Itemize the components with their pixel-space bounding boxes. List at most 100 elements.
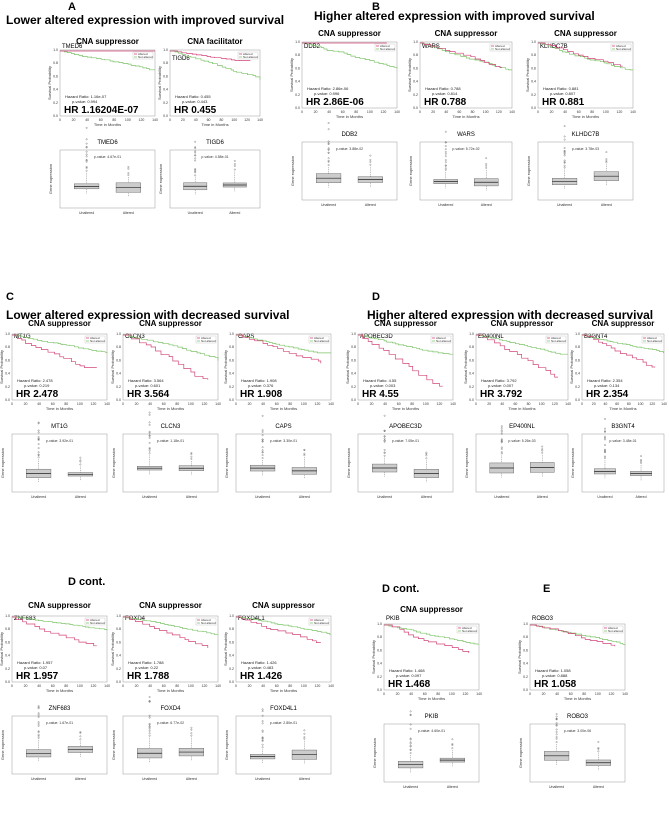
km-curve-altered <box>12 616 97 647</box>
km-hazard-ratio: Hazard Ratio: 2.478 <box>17 378 53 383</box>
box-outlier <box>79 460 82 463</box>
box-outlier <box>444 145 447 147</box>
box-outlier <box>261 736 264 739</box>
km-curve-altered <box>236 334 322 364</box>
box-outlier <box>444 167 447 170</box>
box-outlier <box>194 159 197 162</box>
km-ytick: 0.2 <box>295 93 300 97</box>
km-xtick: 140 <box>565 402 571 406</box>
km-xtick: 0 <box>537 110 539 114</box>
box-outlier <box>555 741 558 743</box>
km-ytick: 0.2 <box>523 675 528 679</box>
panel-role: CNA suppressor <box>374 319 437 328</box>
km-frame <box>537 41 634 109</box>
box-outlier <box>190 728 193 731</box>
box-outlier <box>148 725 151 728</box>
box-xlabel-altered: Altered <box>447 785 458 789</box>
km-ytick: 0.2 <box>5 667 10 671</box>
panel-role: CNA suppressor <box>28 601 91 610</box>
km-xlabel: Time in Months <box>609 406 636 411</box>
box-outlier <box>383 451 386 454</box>
hr-value: HR 2.478 <box>16 389 59 400</box>
box-outlier <box>37 431 40 434</box>
km-ytick: 0.4 <box>116 654 121 658</box>
box-xlabel-unaltered: Unaltered <box>142 495 157 499</box>
km-xlabel: Time in Months <box>94 122 121 127</box>
box-outlier <box>37 454 40 456</box>
box-gene-label: DDB2 <box>341 132 358 138</box>
box-outlier <box>327 122 330 124</box>
box-pvalue: p-value: 3.30e-01 <box>270 439 297 443</box>
box-outlier <box>148 716 151 719</box>
box-outlier <box>563 147 566 149</box>
panel-role: CNA suppressor <box>491 319 554 328</box>
km-ytick: 1.0 <box>531 40 536 44</box>
box-outlier <box>409 741 412 744</box>
box-xlabel-unaltered: Unaltered <box>403 785 418 789</box>
box-outlier <box>37 707 40 710</box>
km-curve-not-altered <box>170 50 261 80</box>
km-ylabel: Survival Probability <box>110 632 115 666</box>
km-frame <box>235 615 332 683</box>
km-ytick: 0.0 <box>469 398 474 402</box>
box-ylabel: Gene expression <box>526 156 531 186</box>
km-ytick: 0.8 <box>295 53 300 57</box>
box-outlier <box>37 723 40 725</box>
box-outlier <box>37 716 40 718</box>
box-outlier <box>127 174 130 176</box>
box-outlier <box>194 170 197 173</box>
km-legend <box>641 335 663 344</box>
km-ytick: 0.2 <box>575 385 580 389</box>
km-ylabel: Survival Probability <box>345 350 350 384</box>
legend-altered: Altered <box>551 336 561 340</box>
km-ytick: 1.0 <box>5 614 10 618</box>
legend-altered: Altered <box>90 336 100 340</box>
km-ytick: 0.0 <box>295 106 300 110</box>
km-ytick: 0.2 <box>229 667 234 671</box>
box-xlabel-altered: Altered <box>601 203 612 207</box>
box-ylabel: Gene expression <box>464 448 469 478</box>
hr-value: HR 2.86E-06 <box>306 97 364 108</box>
km-curve-altered <box>123 616 209 648</box>
legend-altered: Altered <box>201 618 211 622</box>
km-xtick: 20 <box>72 118 76 122</box>
box-outlier <box>383 435 386 438</box>
box-outlier <box>409 742 412 745</box>
box-outlier <box>79 732 82 734</box>
km-xlabel: Time in Months <box>452 114 479 119</box>
box-outlier <box>303 732 306 735</box>
km-xtick: 0 <box>419 110 421 114</box>
km-ylabel: Survival Probability <box>407 58 412 92</box>
box-ylabel: Gene expression <box>224 448 229 478</box>
box-frame <box>383 723 480 783</box>
km-ytick: 0.0 <box>413 106 418 110</box>
hr-value: HR 0.455 <box>174 105 217 116</box>
km-xtick: 140 <box>509 110 515 114</box>
km-gene-label: APOBEC3D <box>360 334 393 340</box>
km-xtick: 80 <box>219 118 223 122</box>
box-outlier <box>148 430 151 433</box>
box-outlier <box>194 168 197 170</box>
km-xtick: 40 <box>603 402 607 406</box>
km-pvalue: p-value: 0.003 <box>370 383 396 388</box>
km-xtick: 120 <box>315 684 321 688</box>
km-ytick: 0.6 <box>469 358 474 362</box>
km-xtick: 140 <box>450 402 456 406</box>
km-gene-label: TIGD6 <box>172 56 190 62</box>
box-outlier <box>640 460 642 463</box>
box-outlier <box>327 160 330 162</box>
box-outlier <box>541 445 544 448</box>
km-ylabel: Survival Probability <box>0 632 4 666</box>
km-ytick: 0.6 <box>413 66 418 70</box>
section-letter: D cont. <box>382 583 419 595</box>
section-letter: B <box>372 1 380 13</box>
box-outlier <box>500 430 503 433</box>
km-xtick: 0 <box>475 402 477 406</box>
box-gene-label: TMED6 <box>97 140 118 146</box>
box-outlier <box>563 154 566 157</box>
box-outlier <box>485 163 488 165</box>
panel-role: CNA suppressor <box>139 319 202 328</box>
km-xlabel: Time in Months <box>336 114 363 119</box>
box-xlabel-altered: Altered <box>186 777 197 781</box>
box-outlier <box>127 172 130 174</box>
